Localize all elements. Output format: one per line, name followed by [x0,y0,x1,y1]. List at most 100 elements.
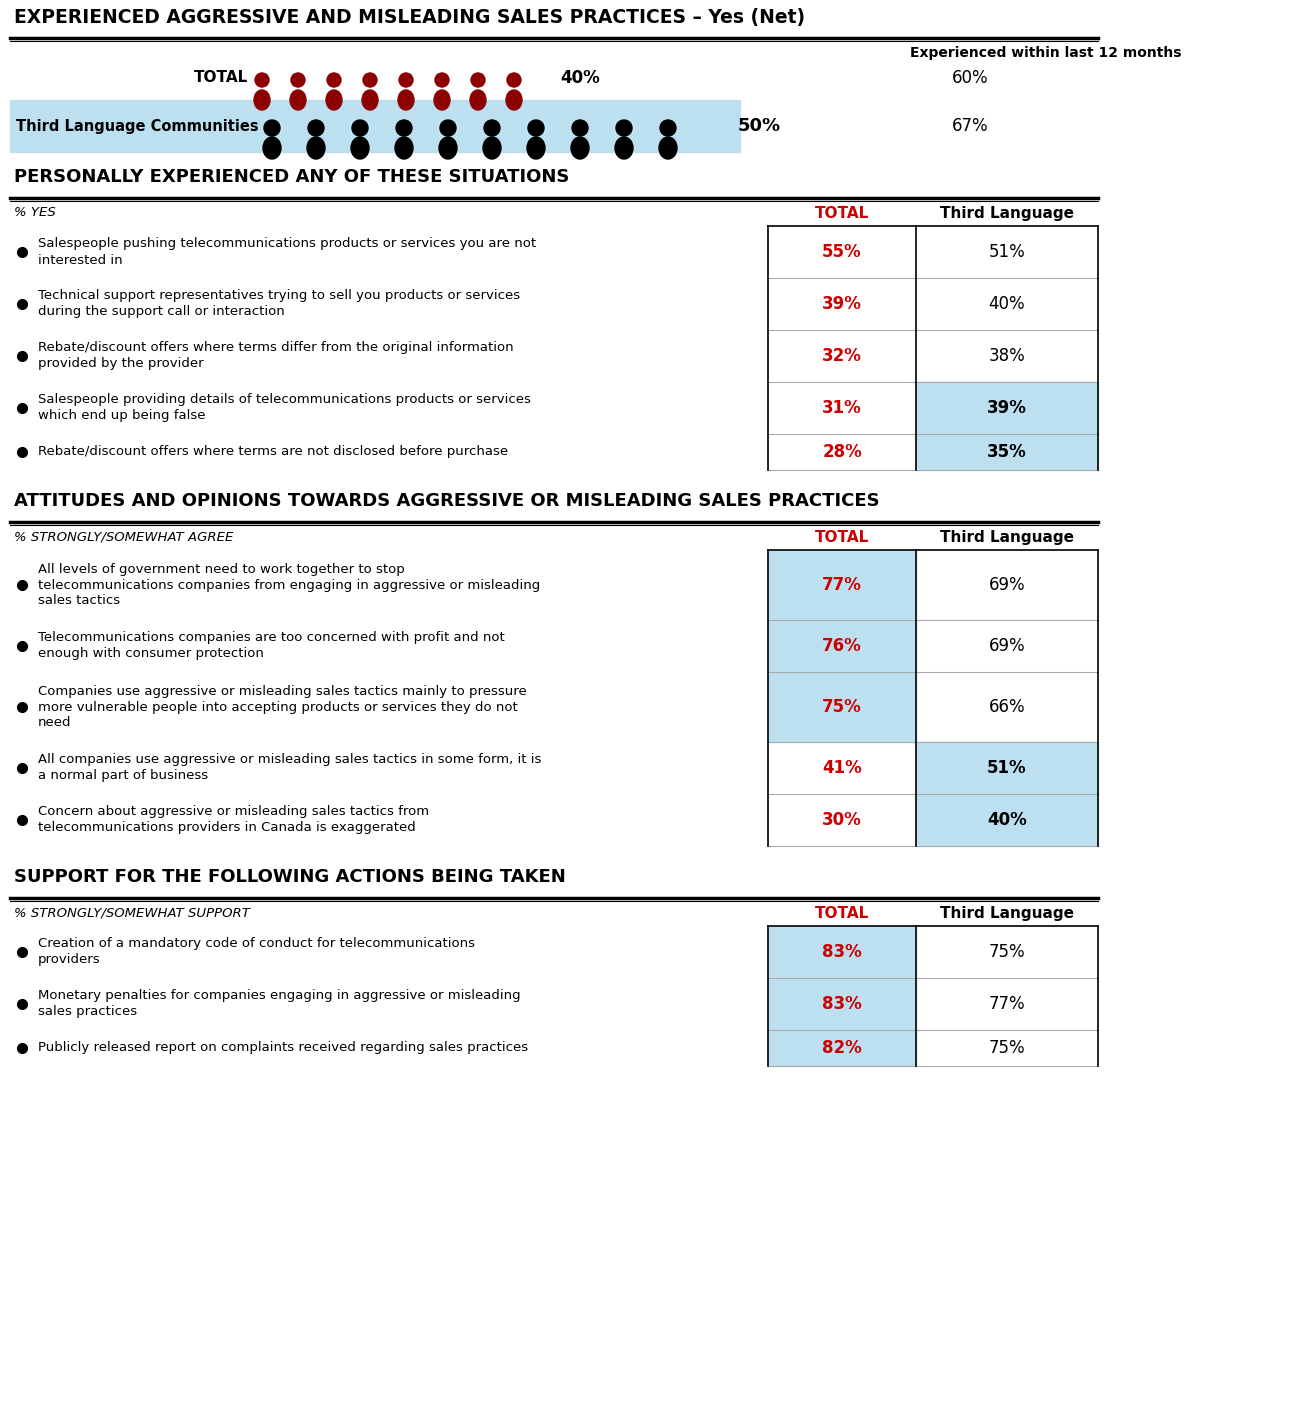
Ellipse shape [615,137,633,160]
Circle shape [484,120,500,136]
Text: 40%: 40% [560,69,600,88]
Circle shape [307,120,324,136]
Text: 38%: 38% [989,347,1025,364]
Text: 55%: 55% [823,243,862,261]
Text: more vulnerable people into accepting products or services they do not: more vulnerable people into accepting pr… [38,700,518,713]
Text: TOTAL: TOTAL [815,206,869,222]
Text: telecommunications companies from engaging in aggressive or misleading: telecommunications companies from engagi… [38,579,540,592]
Text: sales tactics: sales tactics [38,594,120,607]
Text: 41%: 41% [823,760,862,777]
Ellipse shape [326,90,341,110]
Circle shape [436,73,449,88]
Text: 75%: 75% [989,1039,1025,1058]
Text: 35%: 35% [988,443,1027,460]
Text: Monetary penalties for companies engaging in aggressive or misleading: Monetary penalties for companies engagin… [38,990,521,1003]
Ellipse shape [395,137,413,160]
Ellipse shape [659,137,678,160]
Text: 83%: 83% [823,995,862,1012]
Circle shape [327,73,341,88]
Text: 77%: 77% [989,995,1025,1012]
Ellipse shape [263,137,281,160]
Ellipse shape [434,90,450,110]
Bar [768,926,916,979]
Circle shape [661,120,676,136]
Text: 82%: 82% [823,1039,862,1058]
Circle shape [439,120,456,136]
Text: Publicly released report on complaints received regarding sales practices: Publicly released report on complaints r… [38,1042,528,1055]
Text: EXPERIENCED AGGRESSIVE AND MISLEADING SALES PRACTICES – Yes (Net): EXPERIENCED AGGRESSIVE AND MISLEADING SA… [14,8,806,27]
Text: interested in: interested in [38,254,123,267]
Circle shape [352,120,368,136]
Text: All companies use aggressive or misleading sales tactics in some form, it is: All companies use aggressive or misleadi… [38,754,542,767]
Text: TOTAL: TOTAL [815,530,869,545]
Text: need: need [38,716,72,730]
Ellipse shape [307,137,324,160]
Ellipse shape [470,90,487,110]
Circle shape [616,120,632,136]
Text: provided by the provider: provided by the provider [38,357,204,370]
Text: ATTITUDES AND OPINIONS TOWARDS AGGRESSIVE OR MISLEADING SALES PRACTICES: ATTITUDES AND OPINIONS TOWARDS AGGRESSIV… [14,491,879,510]
Text: 77%: 77% [821,576,862,594]
Text: 40%: 40% [989,295,1025,313]
Bar [10,100,740,152]
Text: 69%: 69% [989,576,1025,594]
Bar [768,551,916,620]
Bar [916,741,1097,794]
Text: 67%: 67% [952,117,989,136]
Text: sales practices: sales practices [38,1005,137,1018]
Text: Third Language: Third Language [940,907,1074,921]
Text: telecommunications providers in Canada is exaggerated: telecommunications providers in Canada i… [38,822,416,834]
Text: 75%: 75% [823,698,862,716]
Text: Third Language Communities: Third Language Communities [16,119,259,134]
Text: TOTAL: TOTAL [194,71,249,86]
Ellipse shape [506,90,522,110]
Ellipse shape [254,90,269,110]
Text: which end up being false: which end up being false [38,409,205,422]
Bar [768,1029,916,1066]
Bar [768,620,916,672]
Text: Third Language: Third Language [940,530,1074,545]
Text: Third Language: Third Language [940,206,1074,222]
Text: 66%: 66% [989,698,1025,716]
Text: 51%: 51% [988,760,1027,777]
Text: 83%: 83% [823,943,862,962]
Text: All levels of government need to work together to stop: All levels of government need to work to… [38,562,404,576]
Text: % YES: % YES [14,206,56,219]
Text: % STRONGLY/SOMEWHAT SUPPORT: % STRONGLY/SOMEWHAT SUPPORT [14,907,250,919]
Bar [916,433,1097,470]
Circle shape [364,73,377,88]
Text: Rebate/discount offers where terms differ from the original information: Rebate/discount offers where terms diffe… [38,342,514,354]
Ellipse shape [351,137,369,160]
Text: 32%: 32% [821,347,862,364]
Bar [916,383,1097,433]
Text: Experienced within last 12 months: Experienced within last 12 months [910,47,1181,59]
Text: SUPPORT FOR THE FOLLOWING ACTIONS BEING TAKEN: SUPPORT FOR THE FOLLOWING ACTIONS BEING … [14,868,566,885]
Ellipse shape [439,137,456,160]
Text: 50%: 50% [738,117,781,136]
Ellipse shape [483,137,501,160]
Text: Concern about aggressive or misleading sales tactics from: Concern about aggressive or misleading s… [38,805,429,819]
Ellipse shape [362,90,378,110]
Text: 76%: 76% [823,637,862,655]
Circle shape [508,73,521,88]
Text: 39%: 39% [988,400,1027,417]
Text: 69%: 69% [989,637,1025,655]
Circle shape [396,120,412,136]
Text: 51%: 51% [989,243,1025,261]
Text: Rebate/discount offers where terms are not disclosed before purchase: Rebate/discount offers where terms are n… [38,446,508,459]
Bar [768,672,916,741]
Circle shape [290,73,305,88]
Text: 60%: 60% [952,69,989,88]
Text: 30%: 30% [823,810,862,829]
Text: enough with consumer protection: enough with consumer protection [38,648,264,661]
Text: Technical support representatives trying to sell you products or services: Technical support representatives trying… [38,289,521,302]
Ellipse shape [572,137,589,160]
Text: during the support call or interaction: during the support call or interaction [38,305,285,319]
Text: Creation of a mandatory code of conduct for telecommunications: Creation of a mandatory code of conduct … [38,938,475,950]
Circle shape [528,120,544,136]
Circle shape [264,120,280,136]
Text: 40%: 40% [988,810,1027,829]
Text: 39%: 39% [821,295,862,313]
Text: Companies use aggressive or misleading sales tactics mainly to pressure: Companies use aggressive or misleading s… [38,685,527,698]
Text: 75%: 75% [989,943,1025,962]
